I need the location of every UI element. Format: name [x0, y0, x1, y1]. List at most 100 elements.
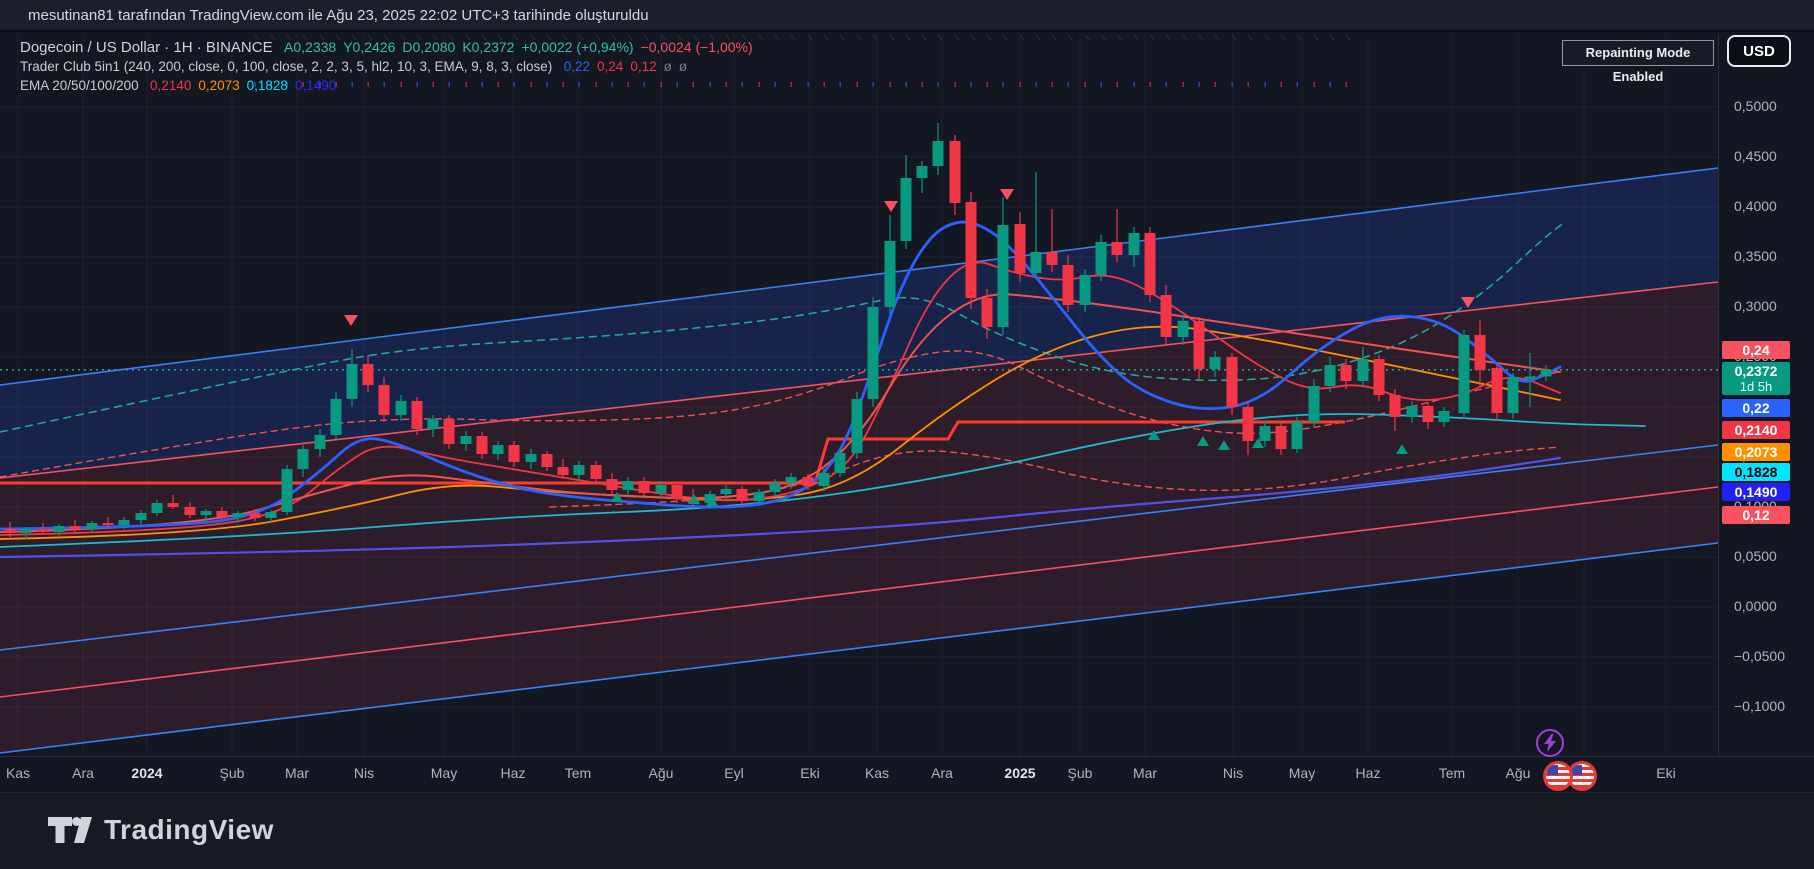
candle-body: [200, 511, 212, 515]
candle-body: [1340, 365, 1352, 381]
indicator-value: 0,2140: [150, 78, 192, 93]
quote-value: Y0,2426: [343, 39, 396, 55]
candle-body: [427, 419, 439, 429]
candle-body: [508, 445, 520, 462]
trader-club-red-line: [0, 293, 1561, 533]
upper-channel-fill: [0, 168, 1718, 478]
buy-arrow-icon: [1218, 440, 1230, 450]
ema-50-line: [0, 325, 1561, 540]
tradingview-logo[interactable]: TradingView: [48, 811, 274, 849]
candle-body: [1389, 395, 1401, 417]
candle-body: [1144, 233, 1156, 295]
candle-body: [638, 481, 650, 493]
candle-body: [1406, 406, 1418, 417]
candle-body: [525, 454, 537, 462]
candle-body: [395, 401, 407, 415]
candle-body: [1193, 321, 1205, 369]
candle-body: [965, 202, 977, 298]
candle-body: [249, 513, 261, 518]
price-axis-label: 0,5000: [1734, 98, 1777, 114]
candle-body: [1209, 357, 1221, 369]
time-axis[interactable]: Kas Ara 2024 Şub Mar Nis May Haz Tem Ağu Eyl Eki Kas…: [0, 756, 1814, 793]
export-caption: mesutinan81 tarafından TradingView.com i…: [28, 7, 649, 24]
candle-body: [606, 479, 618, 490]
indicator-legend-row-1: Trader Club 5in1 (240, 200, close, 0, 10…: [20, 57, 753, 76]
candle-body: [20, 529, 32, 533]
time-axis-label: Eki: [1656, 765, 1676, 781]
quote-value: −0,0024 (−1,00%): [640, 39, 753, 55]
candle-body: [655, 485, 667, 493]
indicator-2-values: 0,2140 0,2073 0,1828 0,1490: [143, 77, 336, 94]
indicator-value: 0,24: [597, 59, 624, 74]
candle-body: [1177, 321, 1189, 337]
time-axis-label: Şub: [219, 765, 245, 781]
sell-arrow-icon: [884, 201, 898, 212]
repainting-mode-label: Repainting Mode Enabled: [1562, 40, 1714, 84]
candle-body: [1540, 369, 1552, 377]
candle-body: [167, 503, 179, 507]
signal-markers: [344, 189, 1475, 506]
time-axis-label: Ara: [72, 765, 94, 781]
price-chart[interactable]: [0, 34, 1718, 756]
price-badge: 0,12: [1722, 506, 1790, 524]
quote-value: A0,2338: [284, 39, 337, 55]
candle-body: [802, 477, 814, 486]
symbol-quote-values: A0,2338 Y0,2426 D0,2080 K0,2372 +0,0022 (+0,…: [277, 39, 753, 56]
time-axis-label: Nis: [353, 765, 375, 781]
candle-body: [151, 503, 163, 513]
time-axis-label: Ağu: [648, 765, 674, 781]
candle-body: [1438, 411, 1450, 422]
tradingview-logo-text: TradingView: [104, 814, 274, 845]
lightning-icon[interactable]: [1536, 729, 1564, 757]
indicator-1-title[interactable]: Trader Club 5in1 (240, 200, close, 0, 10…: [20, 59, 553, 74]
buy-arrow-icon: [1252, 438, 1264, 448]
chart-legend: Dogecoin / US Dollar · 1H · BINANCE A0,2…: [20, 38, 753, 95]
candle-body: [492, 445, 504, 454]
price-axis-label: −0,0500: [1734, 648, 1785, 664]
price-axis-label: 0,3000: [1734, 298, 1777, 314]
currency-toggle-button[interactable]: USD: [1727, 35, 1791, 67]
candle-body: [851, 399, 863, 453]
candle-body: [1524, 376, 1536, 379]
candle-body: [834, 453, 846, 473]
candle-body: [1095, 242, 1107, 275]
grid: [0, 34, 1718, 756]
symbol-title[interactable]: Dogecoin / US Dollar · 1H · BINANCE: [20, 39, 273, 56]
tradingview-logo-icon: [48, 817, 92, 843]
time-axis-label: Ağu: [1505, 765, 1531, 781]
price-axis-label: 0,0500: [1734, 548, 1777, 564]
candle-body: [37, 529, 49, 532]
candle-body: [346, 364, 358, 399]
candle-body: [281, 469, 293, 512]
candle-body: [1226, 357, 1238, 407]
time-axis-label: Tem: [1438, 765, 1466, 781]
time-axis-label: Şub: [1067, 765, 1093, 781]
sell-arrow-icon: [344, 315, 358, 326]
time-axis-label: Kas: [864, 765, 890, 781]
indicator-value: ø: [678, 59, 688, 74]
flag-icon-primary[interactable]: [1543, 761, 1573, 791]
candle-body: [769, 483, 781, 492]
channel-line-blue-upper: [0, 167, 1718, 386]
candle-body: [1014, 224, 1026, 273]
time-axis-label: Kas: [5, 765, 31, 781]
quote-value: +0,0022 (+0,94%): [521, 39, 634, 55]
price-axis-label: 0,4500: [1734, 148, 1777, 164]
indicator-2-title[interactable]: EMA 20/50/100/200: [20, 78, 139, 93]
channel-line-blue-bottom: [0, 542, 1718, 754]
dashed-red-upper-band: [0, 350, 1561, 478]
indicator-value: 0,22: [563, 59, 591, 74]
flag-canton: [1571, 765, 1582, 775]
price-axis[interactable]: 0,50000,45000,40000,35000,30000,25000,20…: [1718, 34, 1814, 756]
indicator-value: 0,1828: [246, 78, 288, 93]
candle-body: [1275, 426, 1287, 449]
quote-value: D0,2080: [402, 39, 456, 55]
time-axis-label: May: [430, 765, 458, 781]
time-axis-label: Haz: [500, 765, 526, 781]
candle-body: [460, 436, 472, 444]
candle-body: [818, 473, 830, 486]
candle-body: [216, 511, 228, 517]
candle-body: [1458, 335, 1470, 413]
time-axis-label: Haz: [1355, 765, 1381, 781]
price-badge: 0,1828: [1722, 463, 1790, 481]
